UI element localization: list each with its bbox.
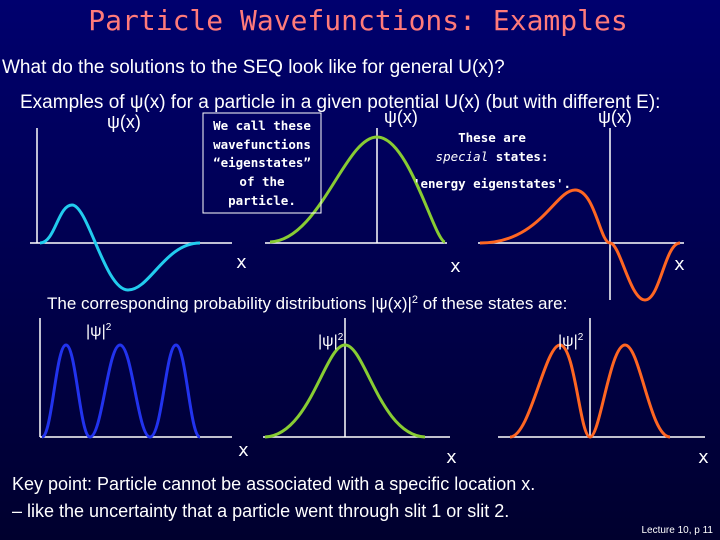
note-box: [202, 112, 322, 214]
prob-label: |ψ|2: [558, 332, 584, 350]
prob-label: |ψ|2: [318, 332, 344, 350]
psi-label: ψ(x): [598, 107, 632, 127]
psi-label: ψ(x): [384, 107, 418, 127]
eigenstate-note: We call these wavefunctions “eigenstates…: [202, 112, 322, 214]
note-line: We call these: [213, 118, 311, 133]
x-label: x: [236, 252, 247, 273]
note-line: particle.: [228, 193, 296, 208]
probability-curve: [509, 343, 671, 439]
note-line: These are: [458, 130, 526, 145]
wavefunction-curve: [39, 203, 201, 292]
key-point: – like the uncertainty that a particle w…: [12, 501, 509, 521]
title: Particle Wavefunctions: Examples: [88, 4, 627, 37]
probability-line: The corresponding probability distributi…: [47, 294, 567, 313]
note-line: 'energy eigenstates'.: [413, 176, 571, 191]
x-label: x: [698, 447, 709, 468]
text: |ψ|: [318, 333, 338, 350]
examples-line: Examples of ψ(x) for a particle in a giv…: [20, 92, 660, 113]
x-label: x: [446, 447, 457, 468]
superscript: 2: [412, 294, 418, 306]
wavefunction-plots: ψ(x) x ψ(x) x ψ(x) x: [30, 107, 685, 302]
probability-curve: [264, 343, 426, 439]
superscript: 2: [338, 332, 344, 343]
note-line: wavefunctions: [213, 137, 311, 152]
note-line: of the: [239, 174, 285, 189]
question: What do the solutions to the SEQ look li…: [2, 57, 505, 78]
probability-plots: |ψ|2 x |ψ|2 x |ψ|2 x: [39, 318, 709, 468]
footer: Lecture 10, p 11: [641, 525, 713, 536]
prob-label: |ψ|2: [86, 322, 112, 340]
x-label: x: [238, 440, 249, 461]
text: |ψ|: [86, 323, 106, 340]
text: of these states are:: [418, 294, 567, 313]
text: The corresponding probability distributi…: [47, 294, 412, 313]
superscript: 2: [106, 322, 112, 333]
x-label: x: [674, 254, 685, 275]
special-note: These are special states: 'energy eigens…: [413, 130, 571, 191]
note-emphasis: special: [436, 149, 489, 164]
probability-curve: [40, 343, 202, 439]
psi-label: ψ(x): [107, 112, 141, 132]
wavefunction-curve: [269, 135, 446, 244]
note-line: special states:: [436, 149, 549, 164]
text: |ψ|: [558, 333, 578, 350]
key-point: Key point: Particle cannot be associated…: [12, 474, 535, 494]
wavefunction-curve: [479, 188, 681, 302]
note-text: states:: [488, 149, 548, 164]
superscript: 2: [578, 332, 584, 343]
note-line: “eigenstates”: [213, 155, 311, 170]
x-label: x: [450, 256, 461, 277]
